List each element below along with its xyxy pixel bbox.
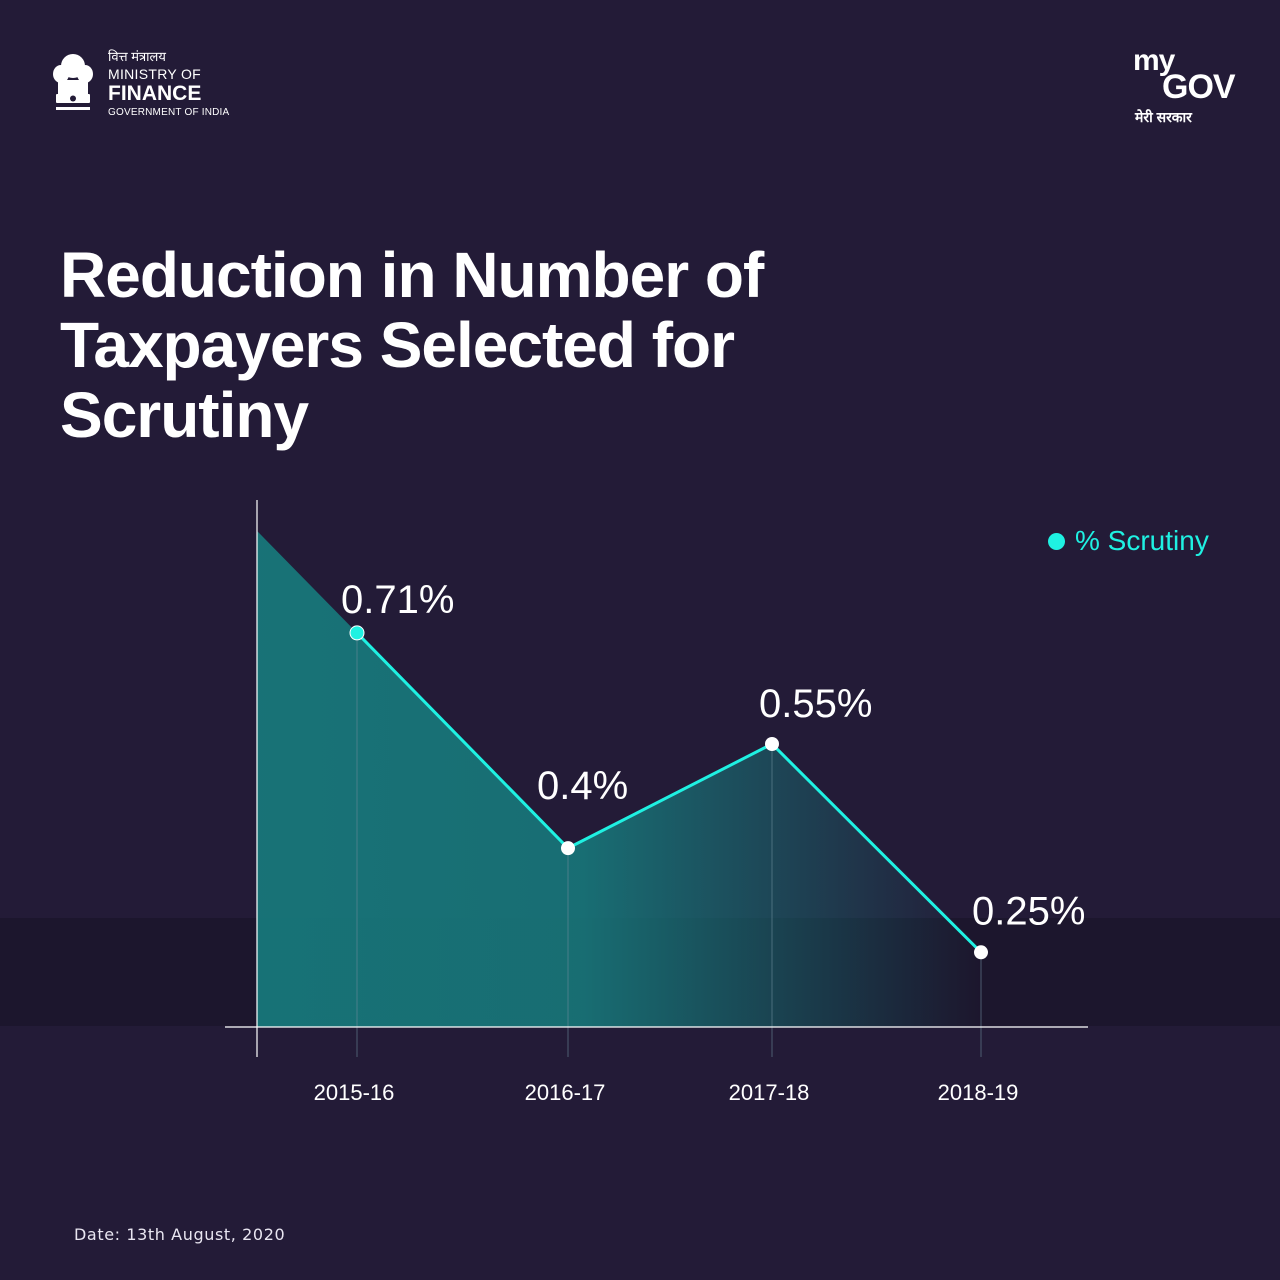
data-label: 0.55% bbox=[759, 682, 872, 726]
mygov-my-text: my bbox=[1133, 44, 1175, 77]
x-tick-label: 2016-17 bbox=[525, 1080, 606, 1105]
chart-legend: % Scrutiny bbox=[1048, 524, 1209, 558]
data-label: 0.25% bbox=[972, 889, 1085, 933]
legend-label: % Scrutiny bbox=[1075, 525, 1209, 556]
x-tick-label: 2015-16 bbox=[314, 1080, 395, 1105]
area-fill bbox=[257, 530, 981, 1027]
ministry-of-finance-logo: वित्त मंत्रालय MINISTRY OF FINANCE GOVER… bbox=[52, 50, 312, 125]
national-emblem-icon bbox=[52, 50, 94, 120]
x-tick-label: 2017-18 bbox=[729, 1080, 810, 1105]
data-label: 0.71% bbox=[341, 578, 454, 622]
data-label: 0.4% bbox=[537, 764, 628, 808]
data-point bbox=[765, 736, 779, 751]
government-of-india-text: GOVERNMENT OF INDIA bbox=[108, 107, 230, 118]
mygov-hindi-text: मेरी सरकार bbox=[1135, 109, 1192, 125]
ministry-of-text: MINISTRY OF bbox=[108, 66, 202, 82]
series-line bbox=[355, 631, 983, 954]
page-title: Reduction in Number of Taxpayers Selecte… bbox=[60, 239, 764, 451]
date-text: Date: 13th August, 2020 bbox=[74, 1225, 286, 1244]
x-tick-label: 2018-19 bbox=[938, 1080, 1019, 1105]
data-point bbox=[974, 945, 988, 960]
data-point bbox=[561, 841, 575, 856]
mygov-gov-text: GOV bbox=[1162, 68, 1236, 106]
mygov-logo: my GOV मेरी सरकार bbox=[1130, 44, 1240, 134]
finance-text: FINANCE bbox=[108, 82, 202, 105]
ministry-hindi-text: वित्त मंत्रालय bbox=[108, 49, 166, 64]
data-point bbox=[349, 625, 365, 641]
legend-marker bbox=[1048, 532, 1065, 550]
